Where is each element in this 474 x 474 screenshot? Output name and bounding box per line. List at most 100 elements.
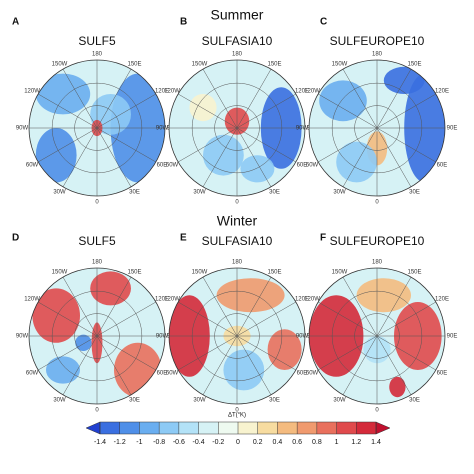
anomaly-field [223,349,265,391]
colorbar-swatch [119,422,140,434]
colorbar-tick-label: -0.6 [173,439,185,446]
longitude-label: 120W [304,89,320,95]
anomaly-field [189,94,217,122]
map-panel [29,268,165,404]
map-border [168,59,306,197]
longitude-label: 120W [304,297,320,303]
longitude-label: 0 [375,200,379,206]
colorbar-swatch [198,422,219,434]
longitude-label: 120W [164,89,180,95]
colorbar-swatch [316,422,337,434]
map-panel [309,60,445,196]
panel-letter: A [12,17,19,28]
meridian [342,68,412,188]
anomaly-field [75,334,92,351]
map-border [28,59,166,197]
longitude-label: 60W [306,371,319,377]
longitude-label: 150W [192,61,208,67]
longitude-label: 180 [372,52,383,58]
longitude-label: 30W [53,190,66,196]
longitude-label: 150E [267,269,281,275]
longitude-label: 0 [235,408,239,414]
colorbar-tick-label: 1.4 [371,439,381,446]
colorbar-label: ΔT(°K) [228,413,246,419]
longitude-label: 90E [447,126,458,132]
longitude-label: 30W [193,398,206,404]
longitude-label: 180 [92,260,103,266]
longitude-label: 150W [332,61,348,67]
map-border [28,267,166,405]
colorbar-tick-label: 0.2 [253,439,263,446]
longitude-label: 150W [332,269,348,275]
colorbar-swatch [218,422,238,434]
colorbar-tick-label: -0.2 [212,439,224,446]
meridian [202,276,272,396]
longitude-label: 150W [52,269,68,275]
colorbar-tick-label: -0.4 [193,439,205,446]
colorbar-swatch [139,422,160,434]
colorbar-tick-label: 0.6 [292,439,302,446]
colorbar-tick-label: 0.4 [273,439,283,446]
colorbar-swatch [178,422,199,434]
longitude-label: 60W [166,163,179,169]
colorbar-tick-label: 1 [335,439,339,446]
colorbar-swatch [297,422,317,434]
meridian [62,276,132,396]
longitude-label: 30E [129,190,140,196]
map-border [308,267,446,405]
longitude-label: 30E [269,398,280,404]
longitude-label: 90E [447,334,458,340]
panel-letter: F [320,233,326,244]
longitude-label: 180 [232,52,243,58]
longitude-label: 150E [127,61,141,67]
anomaly-field [114,342,162,398]
longitude-label: 120E [295,89,309,95]
longitude-label: 150E [267,61,281,67]
colorbar-tick-label: -1.2 [114,439,126,446]
longitude-label: 90W [296,126,309,132]
longitude-label: 120E [155,297,169,303]
meridian [202,68,272,188]
longitude-label: 150W [192,269,208,275]
row-title: Winter [217,213,258,229]
colorbar-swatch [238,422,258,434]
anomaly-field [267,329,302,370]
anomaly-field [319,80,367,122]
anomaly-field [216,278,285,313]
anomaly-field [356,278,411,313]
colorbar-end [375,421,391,435]
colorbar-end [85,421,101,435]
longitude-label: 60E [297,371,308,377]
anomaly-field [32,288,80,343]
longitude-label: 30E [409,190,420,196]
longitude-label: 60E [157,371,168,377]
panel-title: SULFEUROPE10 [330,34,425,48]
colorbar-swatch [356,422,376,434]
longitude-label: 120W [24,89,40,95]
anomaly-field [389,376,406,398]
longitude-label: 0 [95,200,99,206]
colorbar-swatch [277,422,298,434]
longitude-label: 150E [407,269,421,275]
longitude-label: 30E [269,190,280,196]
colorbar-swatch [336,422,357,434]
panel-title: SULFEUROPE10 [330,234,425,248]
longitude-label: 150E [127,269,141,275]
longitude-label: 60E [437,371,448,377]
panel-title: SULF5 [78,234,116,248]
panel-title: SULFASIA10 [202,34,273,48]
longitude-label: 0 [95,408,99,414]
anomaly-field [35,73,91,115]
longitude-label: 60E [437,163,448,169]
panel-letter: D [12,233,19,244]
longitude-label: 150E [407,61,421,67]
anomaly-field [203,134,244,176]
longitude-label: 60W [166,371,179,377]
longitude-label: 30E [409,398,420,404]
colorbar-tick-label: -1 [136,439,142,446]
longitude-label: 90W [296,334,309,340]
longitude-label: 60W [26,163,39,169]
colorbar-tick-label: -1.4 [94,439,106,446]
meridian [62,68,132,188]
